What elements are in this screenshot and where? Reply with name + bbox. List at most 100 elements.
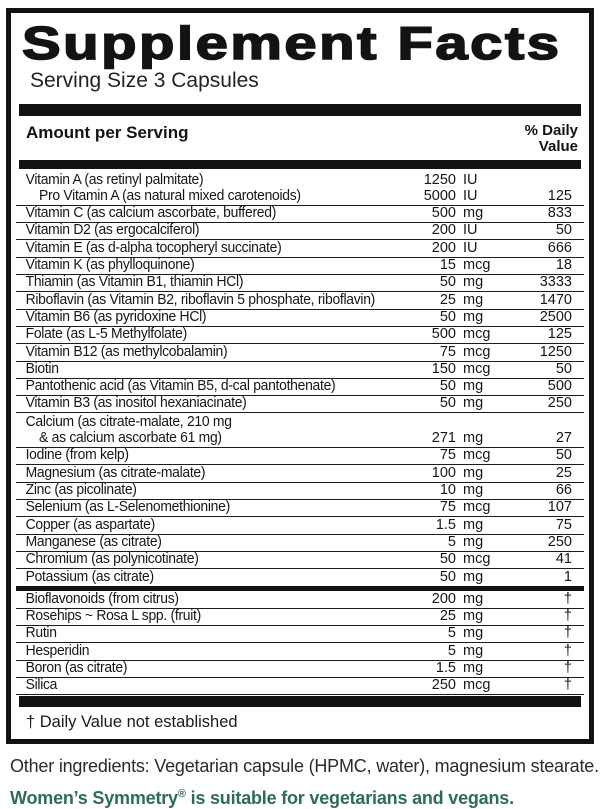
table-row: Vitamin B12 (as methylcobalamin) 75 mcg … bbox=[16, 343, 584, 362]
nutrient-name: Folate (as L-5 Methylfolate) bbox=[25, 326, 188, 343]
nutrient-amount: 75 bbox=[439, 343, 456, 360]
nutrient-amount: 5000 bbox=[423, 187, 456, 204]
section-divider bbox=[16, 586, 584, 592]
nutrient-name: Vitamin A (as retinyl palmitate) bbox=[25, 171, 204, 188]
nutrient-unit: mcg bbox=[463, 326, 491, 343]
table-row: Chromium (as polynicotinate) 50 mcg 41 bbox=[16, 551, 584, 570]
nutrient-daily-value: 500 bbox=[547, 378, 572, 395]
nutrient-daily-value: 2500 bbox=[539, 308, 572, 325]
nutrient-daily-value: 250 bbox=[547, 533, 572, 550]
table-row: Calcium (as citrate-malate, 210 mg bbox=[16, 413, 584, 430]
nutrient-daily-value: 50 bbox=[555, 360, 572, 377]
nutrient-daily-value: 107 bbox=[547, 499, 572, 516]
table-row: Rosehips ~ Rosa L spp. (fruit) 25 mg † bbox=[16, 608, 584, 627]
table-row: & as calcium ascorbate 61 mg) 271 mg 27 bbox=[16, 430, 584, 449]
nutrient-unit: mcg bbox=[463, 551, 491, 568]
table-row: Pantothenic acid (as Vitamin B5, d-cal p… bbox=[16, 378, 584, 397]
table-row: Iodine (from kelp) 75 mcg 50 bbox=[16, 447, 584, 466]
nutrient-daily-value: 27 bbox=[555, 430, 572, 447]
nutrient-unit: mg bbox=[463, 533, 484, 550]
nutrient-daily-value: † bbox=[563, 677, 572, 694]
nutrient-amount: 500 bbox=[431, 326, 456, 343]
nutrient-name: Zinc (as picolinate) bbox=[25, 481, 137, 498]
nutrient-name: Silica bbox=[25, 677, 58, 694]
nutrient-name: Riboflavin (as Vitamin B2, riboflavin 5 … bbox=[25, 291, 376, 308]
nutrient-name: Boron (as citrate) bbox=[25, 659, 128, 676]
nutrient-unit: mg bbox=[463, 308, 484, 325]
table-row: Bioflavonoids (from citrus) 200 mg † bbox=[16, 590, 584, 609]
table-row: Thiamin (as Vitamin B1, thiamin HCl) 50 … bbox=[16, 274, 584, 293]
nutrient-amount: 10 bbox=[439, 481, 456, 498]
nutrient-unit: mg bbox=[463, 590, 484, 607]
nutrient-amount: 250 bbox=[431, 677, 456, 694]
table-row: Silica 250 mcg † bbox=[16, 677, 584, 696]
nutrient-name: & as calcium ascorbate 61 mg) bbox=[39, 430, 222, 447]
divider-bar-header bbox=[19, 160, 581, 170]
table-row: Vitamin A (as retinyl palmitate) 1250 IU bbox=[16, 171, 584, 188]
nutrient-amount: 1.5 bbox=[435, 659, 456, 676]
nutrient-name: Rosehips ~ Rosa L spp. (fruit) bbox=[25, 608, 202, 625]
table-row: Vitamin K (as phylloquinone) 15 mcg 18 bbox=[16, 257, 584, 276]
nutrient-daily-value: † bbox=[563, 642, 572, 659]
nutrient-unit: mg bbox=[463, 659, 484, 676]
vegan-note: Women’s Symmetry® is suitable for vegeta… bbox=[10, 788, 600, 809]
nutrient-name: Chromium (as polynicotinate) bbox=[25, 551, 199, 568]
nutrient-unit: mg bbox=[463, 642, 484, 659]
table-row: Vitamin B6 (as pyridoxine HCl) 50 mg 250… bbox=[16, 308, 584, 327]
nutrient-amount: 150 bbox=[431, 360, 456, 377]
nutrient-name: Magnesium (as citrate-malate) bbox=[25, 464, 206, 481]
nutrient-unit: mcg bbox=[463, 499, 491, 516]
table-row: Vitamin B3 (as inositol hexaniacinate) 5… bbox=[16, 395, 584, 414]
nutrient-daily-value: 1 bbox=[563, 569, 572, 586]
other-ingredients-text: Other ingredients: Vegetarian capsule (H… bbox=[10, 756, 599, 777]
nutrient-name: Copper (as aspartate) bbox=[25, 516, 156, 533]
nutrient-unit: mg bbox=[463, 378, 484, 395]
nutrient-unit: mcg bbox=[463, 677, 491, 694]
nutrient-name: Iodine (from kelp) bbox=[25, 447, 129, 464]
nutrient-daily-value: 833 bbox=[547, 205, 572, 222]
nutrient-amount: 5 bbox=[447, 533, 456, 550]
nutrient-amount: 1250 bbox=[423, 171, 456, 188]
nutrient-name: Biotin bbox=[25, 360, 59, 377]
daily-value-header-line2: Value bbox=[538, 138, 578, 156]
nutrient-unit: mg bbox=[463, 608, 484, 625]
nutrient-daily-value: 66 bbox=[555, 481, 572, 498]
nutrient-unit: mg bbox=[463, 569, 484, 586]
nutrient-amount: 100 bbox=[431, 464, 456, 481]
nutrient-amount: 5 bbox=[447, 642, 456, 659]
nutrient-name: Thiamin (as Vitamin B1, thiamin HCl) bbox=[25, 274, 244, 291]
nutrient-name: Vitamin C (as calcium ascorbate, buffere… bbox=[25, 205, 277, 222]
nutrient-daily-value: 41 bbox=[555, 551, 572, 568]
nutrient-amount: 50 bbox=[439, 395, 456, 412]
nutrient-amount: 75 bbox=[439, 499, 456, 516]
nutrient-amount: 50 bbox=[439, 551, 456, 568]
daily-value-header-line1: % Daily bbox=[524, 122, 578, 140]
divider-bar-top bbox=[19, 104, 581, 117]
nutrient-name: Manganese (as citrate) bbox=[25, 533, 162, 550]
nutrient-daily-value: 125 bbox=[547, 187, 572, 204]
nutrient-unit: IU bbox=[463, 171, 478, 188]
daily-value-footnote: † Daily Value not established bbox=[26, 713, 238, 732]
nutrient-amount: 50 bbox=[439, 308, 456, 325]
registered-trademark-symbol: ® bbox=[177, 788, 186, 801]
table-row: Biotin 150 mcg 50 bbox=[16, 360, 584, 379]
nutrient-amount: 75 bbox=[439, 447, 456, 464]
nutrient-unit: mg bbox=[463, 205, 484, 222]
table-row: Selenium (as L-Selenomethionine) 75 mcg … bbox=[16, 499, 584, 518]
nutrient-amount: 50 bbox=[439, 378, 456, 395]
daily-value-header: % Daily Value bbox=[525, 123, 578, 155]
nutrient-amount: 500 bbox=[431, 205, 456, 222]
nutrient-daily-value: 50 bbox=[555, 447, 572, 464]
vegan-note-text: is suitable for vegetarians and vegans. bbox=[185, 788, 515, 809]
nutrient-amount: 200 bbox=[431, 239, 456, 256]
table-row: Magnesium (as citrate-malate) 100 mg 25 bbox=[16, 464, 584, 483]
nutrient-unit: mcg bbox=[463, 360, 491, 377]
table-row: Vitamin D2 (as ergocalciferol) 200 IU 50 bbox=[16, 222, 584, 241]
amount-per-serving-header: Amount per Serving bbox=[26, 123, 189, 143]
supplement-facts-panel: Supplement Facts Serving Size 3 Capsules… bbox=[6, 8, 594, 745]
nutrient-name: Calcium (as citrate-malate, 210 mg bbox=[25, 413, 232, 430]
nutrient-amount: 50 bbox=[439, 274, 456, 291]
nutrient-amount: 200 bbox=[431, 590, 456, 607]
table-row: Rutin 5 mg † bbox=[16, 625, 584, 644]
table-row: Hesperidin 5 mg † bbox=[16, 642, 584, 661]
